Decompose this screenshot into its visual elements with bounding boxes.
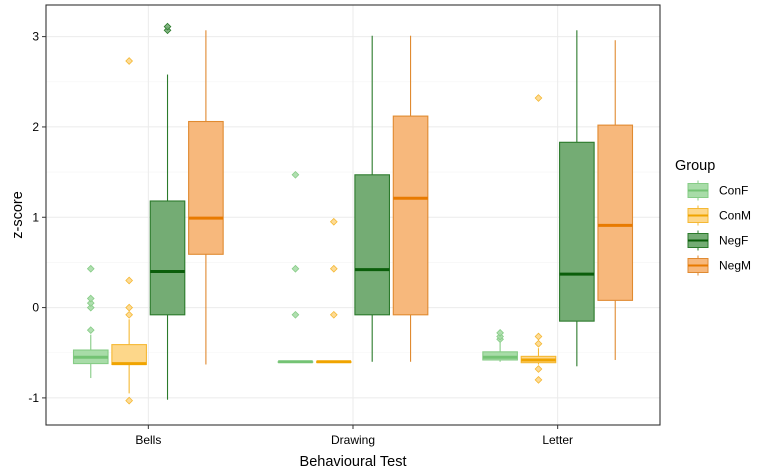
y-axis-title: z-score [10,191,26,239]
outlier-point [291,170,300,179]
box-iqr [354,174,391,316]
x-tick-label: Drawing [331,433,375,447]
series-ConM [111,57,557,405]
box-iqr [188,120,224,255]
box-ConM-Letter [520,94,557,384]
series-NegM [188,30,634,365]
outlier-point [86,299,95,307]
outlier-point [534,339,543,348]
grid-lines [46,5,660,425]
x-tick-label: Bells [135,433,161,447]
box-iqr [392,115,429,316]
plot-panel [45,4,661,426]
outlier-point [86,294,95,303]
x-axis-title: Behavioural Test [300,454,407,470]
box-iqr [597,124,634,301]
outlier-point [291,264,300,273]
outlier-point [86,303,95,312]
box-NegM-Letter [597,40,634,360]
box-iqr [559,141,595,322]
outlier-point [291,310,300,319]
y-tick-label: 2 [32,120,39,134]
outlier-point [329,264,338,273]
y-tick-label: -1 [28,391,39,405]
legend-label: NegM [719,259,751,273]
y-tick-label: 0 [32,301,39,315]
outlier-point [125,57,134,65]
outlier-point [86,326,95,335]
legend-label: ConM [719,209,751,223]
legend-entry-NegM: NegM [687,255,751,276]
series-NegF [149,22,595,400]
y-tick-label: 1 [32,210,39,224]
outlier-point [125,276,134,285]
box-iqr [111,344,147,366]
outlier-point [496,329,504,337]
outlier-point [86,264,95,273]
box-NegM-Drawing [392,35,429,362]
outlier-point [329,310,338,319]
box-NegF-Drawing [354,35,391,362]
box-series [72,22,634,405]
box-NegF-Letter [559,30,595,367]
outlier-point [534,365,543,373]
outlier-point [329,217,338,226]
box-iqr [149,200,186,316]
outlier-point [125,396,134,405]
outlier-point [534,332,543,341]
legend-label: NegF [719,234,748,248]
box-ConM-Bells [111,57,147,405]
x-tick-label: Letter [542,433,573,447]
box-NegF-Bells [149,22,186,400]
outlier-point [125,310,134,319]
outlier-point [534,375,543,384]
outlier-point [125,303,134,312]
x-axis: Bells Drawing Letter [135,425,573,447]
y-tick-label: 3 [32,30,39,44]
series-ConF [72,170,518,379]
legend-entry-ConF: ConF [687,180,748,201]
y-axis: -1 0 1 2 3 [28,30,46,405]
legend: Group ConF ConM NegF NegM [675,158,751,276]
legend-entry-NegF: NegF [687,230,748,251]
legend-entry-ConM: ConM [687,205,751,226]
legend-title: Group [675,158,715,174]
legend-label: ConF [719,184,748,198]
box-ConF-Drawing [277,170,314,364]
outlier-point [534,94,543,102]
box-ConF-Bells [72,264,109,379]
box-ConF-Letter [482,329,518,362]
box-ConM-Drawing [315,217,352,364]
outlier-point [163,22,172,31]
box-NegM-Bells [188,30,224,365]
